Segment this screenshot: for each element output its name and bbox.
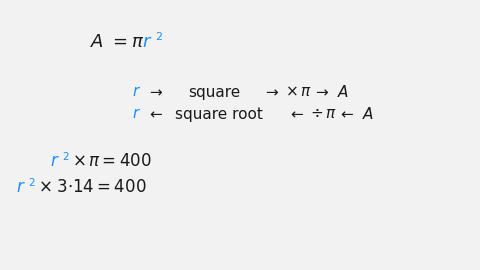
Text: $A$: $A$ (362, 106, 374, 122)
Text: $A$: $A$ (90, 33, 104, 51)
Text: $2$: $2$ (62, 150, 70, 162)
Text: $A$: $A$ (337, 84, 349, 100)
Text: $\rightarrow$: $\rightarrow$ (263, 85, 280, 99)
Text: $\times\,\pi = 400$: $\times\,\pi = 400$ (72, 154, 152, 170)
Text: $r$: $r$ (142, 33, 152, 51)
Text: $\rightarrow$: $\rightarrow$ (313, 85, 330, 99)
Text: $r$: $r$ (16, 180, 26, 197)
Text: $\div\,\pi$: $\div\,\pi$ (310, 107, 336, 121)
Text: $r$: $r$ (50, 154, 60, 170)
Text: $r$: $r$ (132, 107, 141, 121)
Text: square: square (188, 85, 240, 100)
Text: $\rightarrow$: $\rightarrow$ (147, 85, 164, 99)
Text: square root: square root (175, 106, 263, 122)
Text: $r$: $r$ (132, 85, 141, 99)
Text: $= \pi$: $= \pi$ (109, 33, 144, 51)
Text: $\leftarrow$: $\leftarrow$ (338, 107, 355, 121)
Text: $\leftarrow$: $\leftarrow$ (288, 107, 305, 121)
Text: $\times\,\pi$: $\times\,\pi$ (285, 85, 312, 99)
Text: $\leftarrow$: $\leftarrow$ (147, 107, 164, 121)
Text: $2$: $2$ (155, 30, 163, 42)
Text: $\times\;3{\cdot}14 = 400$: $\times\;3{\cdot}14 = 400$ (38, 180, 146, 197)
Text: $2$: $2$ (28, 176, 36, 188)
